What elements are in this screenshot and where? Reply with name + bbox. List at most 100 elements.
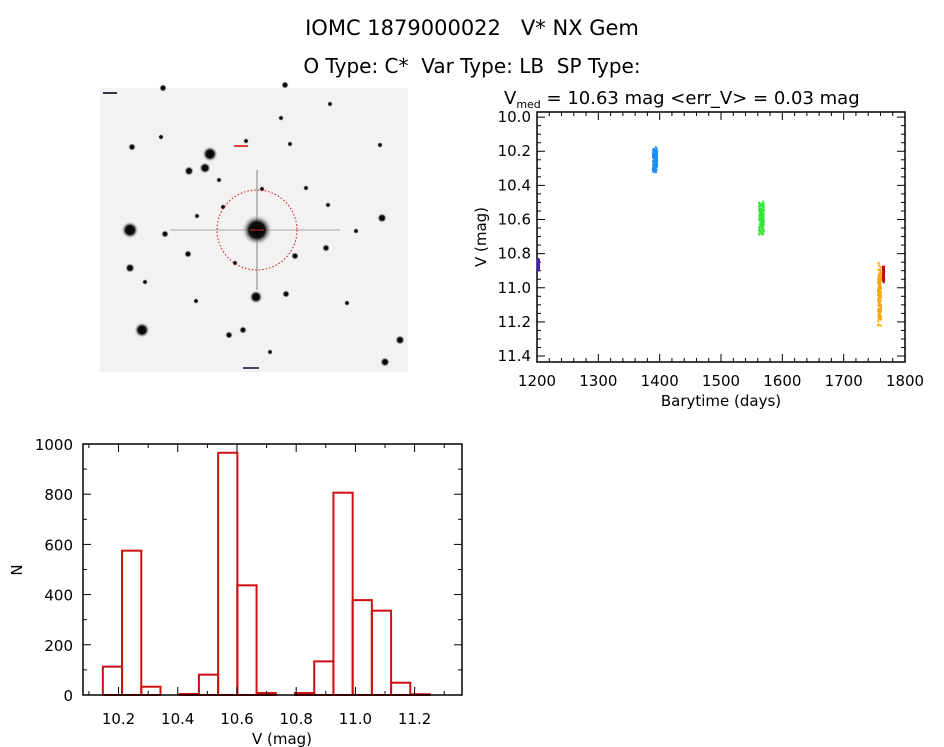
star (303, 185, 309, 191)
data-point (759, 204, 762, 207)
data-point (882, 277, 885, 280)
y-tick-label: 1000 (35, 436, 73, 454)
data-point (652, 171, 655, 174)
data-point (654, 146, 657, 149)
data-point (879, 275, 882, 278)
histogram-bar (217, 451, 239, 696)
data-point (655, 151, 658, 154)
data-point (879, 280, 882, 283)
data-point (654, 168, 657, 171)
y-tick-label: 10.2 (498, 142, 531, 160)
star (216, 177, 222, 183)
histogram-bar (121, 549, 143, 696)
data-point (878, 310, 881, 313)
data-point (879, 296, 882, 299)
lc-title-prefix: V (504, 88, 517, 109)
star (158, 134, 164, 140)
data-point (761, 225, 764, 228)
data-point (762, 217, 765, 220)
data-point (879, 312, 882, 315)
data-point (879, 303, 882, 306)
data-point (651, 169, 654, 172)
data-point (760, 204, 763, 207)
data-point (760, 202, 763, 205)
star (220, 204, 226, 210)
data-point (877, 301, 880, 304)
data-point (758, 226, 761, 229)
histogram-bar (390, 681, 412, 696)
x-tick-label: 10.8 (279, 710, 312, 728)
data-point (652, 161, 655, 164)
data-point (758, 213, 761, 216)
star (249, 290, 263, 304)
data-point (879, 268, 882, 271)
data-point (879, 295, 882, 298)
data-point (879, 285, 882, 288)
data-point (879, 307, 882, 310)
data-point (759, 219, 762, 222)
lc-xlabel: Barytime (days) (661, 392, 781, 410)
title-line-1: IOMC 1879000022 V* NX Gem (305, 16, 639, 40)
x-tick-label: 1400 (641, 372, 679, 390)
x-tick-label: 11.0 (339, 710, 372, 728)
star (281, 81, 289, 89)
data-point (882, 272, 885, 275)
x-tick-label: 11.2 (398, 710, 431, 728)
histogram-bar (197, 673, 220, 697)
data-point (761, 232, 764, 235)
data-point (877, 261, 880, 264)
data-point (653, 164, 656, 167)
data-point (878, 282, 881, 285)
data-point (879, 270, 882, 273)
data-point (877, 294, 880, 297)
data-point (879, 324, 882, 327)
data-point (655, 147, 658, 150)
data-point (654, 167, 657, 170)
star (134, 322, 150, 338)
data-point (758, 205, 761, 208)
data-point (652, 153, 655, 156)
x-tick-label: 1200 (518, 372, 556, 390)
data-point (536, 260, 539, 263)
star (125, 263, 135, 273)
histogram-bar (236, 584, 258, 696)
hist-xlabel: V (mag) (252, 730, 312, 747)
star (259, 186, 265, 192)
data-point (656, 159, 659, 162)
data-point (759, 207, 762, 210)
data-point (654, 171, 657, 174)
data-point (760, 217, 763, 220)
data-point (877, 278, 880, 281)
star (159, 84, 167, 92)
data-point (879, 318, 882, 321)
data-point (882, 270, 885, 273)
y-tick-label: 10.6 (498, 211, 531, 229)
y-tick-label: 11.4 (498, 347, 531, 365)
data-point (652, 150, 655, 153)
data-point (879, 310, 882, 313)
data-point (879, 273, 882, 276)
data-point (877, 320, 880, 323)
star (377, 142, 383, 148)
data-point (877, 303, 880, 306)
data-point (877, 277, 880, 280)
x-tick-label: 1300 (579, 372, 617, 390)
data-point (877, 291, 880, 294)
data-point (761, 215, 764, 218)
data-point (537, 262, 540, 265)
data-point (762, 210, 765, 213)
data-point (879, 266, 882, 269)
data-point (653, 158, 656, 161)
histogram-bar (351, 599, 373, 697)
data-point (652, 149, 655, 152)
data-point (655, 162, 658, 165)
star (395, 335, 405, 345)
y-tick-label: 0 (63, 687, 73, 705)
star (225, 331, 233, 339)
data-point (877, 312, 880, 315)
y-tick-label: 200 (44, 637, 73, 655)
data-point (879, 286, 882, 289)
data-point (655, 168, 658, 171)
histogram-bar (370, 609, 393, 696)
